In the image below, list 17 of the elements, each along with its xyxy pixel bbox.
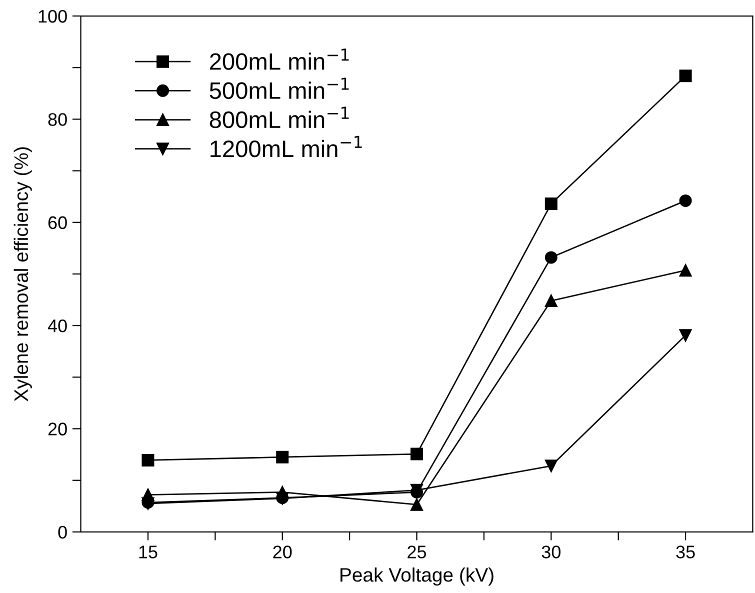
x-tick-label: 30 (542, 546, 560, 558)
y-tick-label: 0 (58, 526, 67, 539)
legend-label: 800mL min$^{−1}$ (210, 106, 349, 128)
y-tick-label: 40 (48, 319, 67, 332)
x-axis-title: Peak Voltage (kV) (340, 568, 494, 586)
y-tick-label: 60 (48, 216, 67, 230)
x-tick-label: 20 (273, 546, 292, 558)
y-axis-title: Xylene removal efficiency (%) (14, 147, 32, 402)
legend-label: 200mL min$^{−1}$ (210, 48, 349, 70)
x-tick-label: 35 (676, 546, 695, 558)
x-tick-label: 25 (408, 546, 426, 558)
y-tick-label: 20 (48, 422, 67, 436)
legend-label: 1200mL min$^{−1}$ (210, 136, 362, 158)
legend-label: 500mL min$^{−1}$ (210, 78, 349, 100)
y-tick-label: 100 (38, 10, 67, 23)
y-tick-label: 80 (48, 113, 67, 126)
x-tick-label: 15 (139, 546, 158, 558)
